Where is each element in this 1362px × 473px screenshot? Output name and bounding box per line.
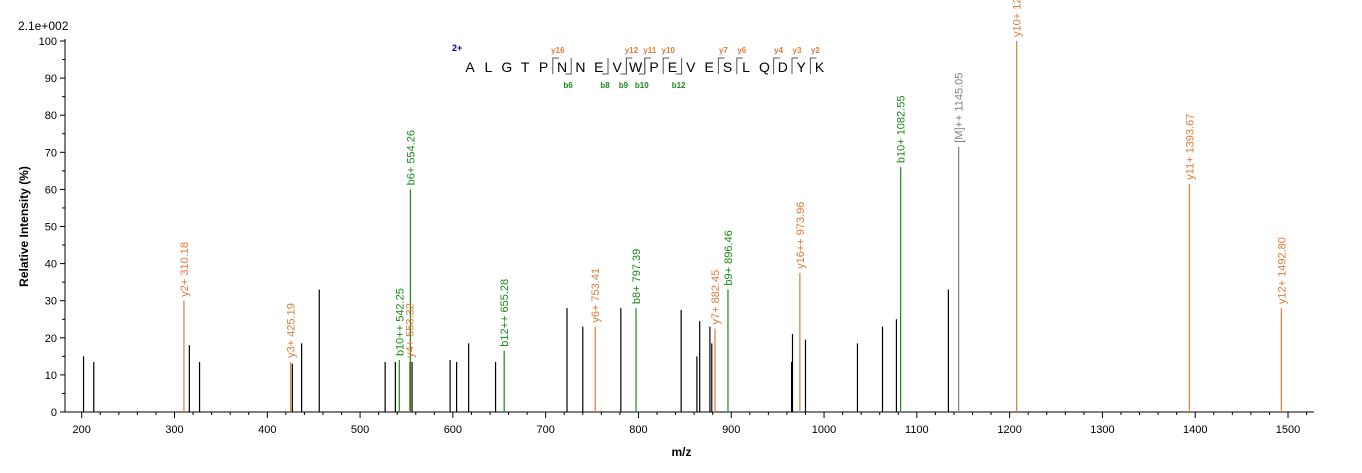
y-ion-bracket — [552, 57, 559, 74]
sequence-residue: N — [575, 59, 585, 75]
sequence-residue: V — [686, 59, 696, 75]
sequence-residue: A — [465, 59, 475, 75]
x-tick-label: 600 — [444, 424, 462, 436]
y-ion-label: y2 — [811, 46, 820, 55]
b-ion-label: b12 — [672, 81, 686, 90]
y-ion-bracket — [662, 57, 670, 74]
sequence-residue: D — [778, 59, 788, 75]
sequence-residue: V — [613, 59, 623, 75]
sequence-residue: Y — [797, 59, 807, 75]
x-tick-label: 1000 — [812, 424, 836, 436]
y-tick-label: 80 — [45, 110, 57, 122]
peak-label: b6+ 554.26 — [405, 130, 417, 185]
peak-label: y3+ 425.19 — [286, 303, 298, 358]
b-ion-bracket — [565, 58, 572, 75]
y-tick-label: 20 — [45, 333, 57, 345]
x-tick-label: 700 — [536, 424, 554, 436]
x-tick-label: 1200 — [997, 424, 1021, 436]
peak-label: y4+ 553.32 — [405, 303, 417, 358]
peak-label: b12++ 655.28 — [499, 279, 511, 347]
y-ion-label: y10 — [662, 46, 676, 55]
peak-label: y12+ 1492.80 — [1276, 237, 1288, 304]
y-ion-bracket — [809, 57, 817, 74]
b-ion-label: b6 — [564, 81, 574, 90]
peak-label: y10+ 1207.60 — [1012, 0, 1024, 37]
b-ion-bracket — [620, 58, 627, 75]
y-tick-label: 60 — [45, 184, 57, 196]
y-ion-label: y11 — [643, 46, 656, 55]
y-tick-label: 100 — [39, 36, 57, 48]
peak-label: y2+ 310.18 — [179, 242, 191, 297]
peak-label: b10+ 1082.55 — [896, 96, 908, 164]
x-tick-label: 200 — [73, 424, 91, 436]
x-tick-label: 1100 — [905, 424, 929, 436]
intensity-scale-label: 2.1e+002 — [18, 19, 69, 33]
y-tick-label: 40 — [45, 259, 57, 271]
y-ion-label: y16 — [551, 46, 565, 55]
x-axis-title: m/z — [671, 445, 691, 459]
sequence-residue: Q — [759, 59, 770, 75]
y-tick-label: 30 — [45, 296, 57, 308]
sequence-residue: E — [668, 59, 677, 75]
sequence-residue: E — [594, 59, 603, 75]
peak-label: [M]++ 1145.05 — [954, 73, 966, 143]
b-ion-label: b10 — [635, 81, 649, 90]
y-ion-bracket — [736, 57, 743, 74]
sequence-residue: T — [521, 59, 530, 75]
charge-state-label: 2+ — [452, 43, 462, 53]
x-tick-label: 500 — [351, 424, 369, 436]
y-tick-label: 90 — [45, 73, 57, 85]
y-ion-label: y3 — [793, 46, 802, 55]
y-tick-label: 0 — [51, 407, 57, 419]
y-tick-label: 50 — [45, 222, 57, 234]
y-ion-bracket — [791, 57, 798, 74]
x-tick-label: 1400 — [1183, 424, 1207, 436]
sequence-residue: K — [815, 59, 825, 75]
peak-label: y16++ 973.96 — [795, 202, 807, 269]
peak-label: y6+ 753.41 — [590, 268, 602, 323]
peak-label: b10++ 542.25 — [394, 288, 406, 356]
x-tick-label: 800 — [629, 424, 647, 436]
y-tick-label: 70 — [45, 147, 57, 159]
y-ion-label: y4 — [774, 46, 783, 55]
sequence-residue: N — [557, 59, 567, 75]
sequence-residue: G — [501, 59, 512, 75]
sequence-residue: P — [649, 59, 658, 75]
y-ion-bracket — [717, 57, 725, 74]
y-ion-label: y12 — [625, 46, 639, 55]
x-tick-label: 300 — [165, 424, 183, 436]
y-tick-label: 10 — [45, 370, 57, 382]
b-ion-bracket — [602, 58, 609, 75]
peak-label: y11+ 1393.67 — [1184, 114, 1196, 180]
sequence-residue: E — [705, 59, 714, 75]
x-tick-label: 1500 — [1276, 424, 1300, 436]
peak-label: y7+ 882.45 — [710, 270, 722, 325]
b-ion-label: b9 — [619, 81, 629, 90]
sequence-residue: P — [539, 59, 548, 75]
y-ion-label: y6 — [737, 46, 746, 55]
peak-label: b9+ 896.46 — [723, 230, 735, 285]
y-ion-bracket — [773, 57, 780, 74]
peak-label: b8+ 797.39 — [631, 249, 643, 304]
sequence-residue: L — [485, 59, 493, 75]
peaks — [82, 41, 1282, 412]
axes: 0 10 20 30 40 50 60 70 80 90 100 200 300 400 500 600 700… — [39, 36, 1314, 436]
x-tick-label: 400 — [258, 424, 276, 436]
sequence-residue: W — [629, 59, 643, 75]
b-ion-bracket — [675, 58, 683, 75]
b-ion-bracket — [638, 58, 646, 75]
x-tick-label: 1300 — [1090, 424, 1114, 436]
y-axis-title: Relative Intensity (%) — [17, 166, 31, 287]
x-tick-label: 900 — [722, 424, 740, 436]
sequence-residue: L — [742, 59, 750, 75]
b-ion-label: b8 — [600, 81, 610, 90]
sequence-residue: S — [723, 59, 732, 75]
y-ion-label: y7 — [719, 46, 728, 55]
